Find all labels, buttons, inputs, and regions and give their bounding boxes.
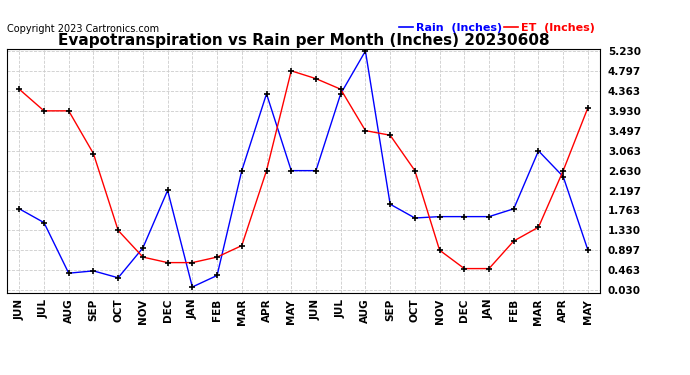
Text: Copyright 2023 Cartronics.com: Copyright 2023 Cartronics.com xyxy=(7,24,159,34)
Legend: Rain  (Inches), ET  (Inches): Rain (Inches), ET (Inches) xyxy=(400,22,595,33)
Title: Evapotranspiration vs Rain per Month (Inches) 20230608: Evapotranspiration vs Rain per Month (In… xyxy=(58,33,549,48)
